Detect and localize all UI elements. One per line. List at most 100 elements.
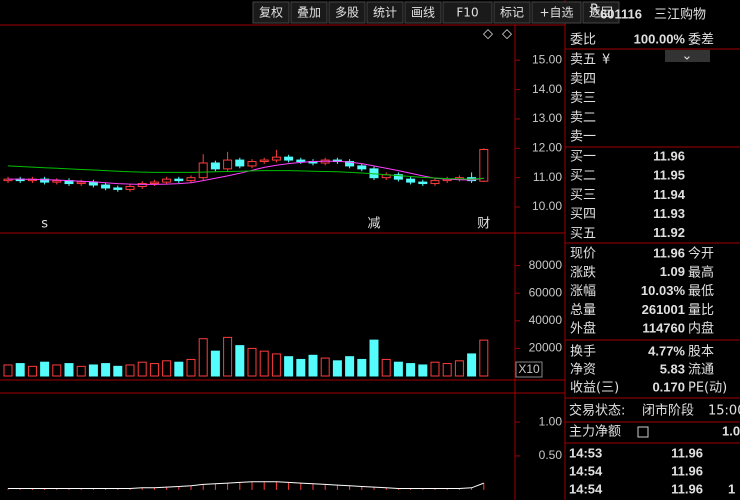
- quote-value: 11.94: [653, 187, 686, 202]
- status-label: 交易状态:: [569, 403, 625, 419]
- toolbar-button-bg[interactable]: [531, 1, 582, 24]
- y-tick-label: 14.00: [532, 82, 562, 96]
- y-tick-label: 10.00: [532, 199, 562, 213]
- tick-price: 11.96: [671, 445, 703, 460]
- y-tick-label: 60000: [529, 285, 563, 299]
- volume-bar: [357, 358, 367, 377]
- candle-body: [198, 162, 208, 179]
- quote-extra: 股本: [688, 345, 714, 360]
- quote-value: 0.170: [652, 379, 685, 394]
- stock-code: 601116: [600, 6, 642, 21]
- candle-body: [430, 180, 440, 185]
- quote-value: 5.83: [660, 361, 685, 376]
- quote-label: 涨跌: [570, 264, 596, 280]
- volume-bar: [418, 364, 428, 377]
- quote-extra: 量比: [688, 303, 714, 318]
- volume-bar: [406, 363, 416, 377]
- svg-text:⌄: ⌄: [682, 49, 693, 64]
- toolbar-button[interactable]: 画线: [411, 6, 435, 20]
- candle-body: [40, 178, 50, 183]
- quote-extra: PE(动): [688, 381, 727, 396]
- candle-body: [406, 178, 416, 183]
- quote-label: 现价: [570, 247, 596, 262]
- quote-label: 委比: [570, 33, 596, 48]
- main-value: 1.0: [722, 423, 740, 438]
- toolbar-button-bg[interactable]: [252, 1, 290, 24]
- quote-label: 买四: [570, 207, 596, 222]
- tick-time: 14:53: [569, 445, 602, 460]
- volume-bar: [320, 357, 330, 377]
- toolbar-button[interactable]: 多股: [335, 6, 359, 20]
- candle-body: [101, 184, 111, 189]
- candle-body: [210, 162, 220, 170]
- toolbar-button-bg[interactable]: [366, 1, 404, 24]
- quote-extra: 内盘: [688, 321, 714, 337]
- volume-bar: [271, 353, 281, 377]
- quote-value: 10.03%: [641, 283, 686, 298]
- toolbar-button-bg[interactable]: [493, 1, 531, 24]
- volume-bar: [113, 365, 123, 377]
- toolbar-button[interactable]: 标记: [500, 6, 524, 20]
- tick-price: 11.96: [671, 481, 703, 496]
- status-time: 15:00: [708, 404, 740, 419]
- y-tick-label: 12.00: [532, 140, 562, 154]
- volume-bar: [198, 338, 208, 377]
- quote-value: 11.92: [653, 225, 685, 240]
- candle-body: [174, 178, 184, 182]
- quote-label: 涨幅: [570, 284, 596, 299]
- quote-label: 外盘: [570, 321, 596, 337]
- stock-name: 三江购物: [654, 7, 706, 23]
- quote-symbol: ¥: [602, 53, 610, 68]
- toolbar-button-bg[interactable]: [442, 1, 493, 24]
- candle-body: [393, 174, 403, 180]
- toolbar-button-bg[interactable]: [404, 1, 442, 24]
- toolbar-button[interactable]: 统计: [373, 6, 397, 20]
- main-label: 主力净额: [569, 425, 621, 440]
- quote-value: 11.96: [653, 245, 685, 260]
- toolbar-button-bg[interactable]: [290, 1, 328, 24]
- quote-value: 261001: [642, 302, 685, 317]
- quote-label: 卖四: [570, 72, 596, 87]
- candle-body: [235, 159, 245, 167]
- line: [7, 165, 484, 180]
- quote-value: 4.77%: [648, 343, 685, 358]
- volume-bar: [137, 361, 147, 377]
- volume-bar: [162, 360, 172, 377]
- toolbar-button[interactable]: 返回: [589, 6, 613, 20]
- candle-body: [284, 156, 294, 161]
- quote-label: 净资: [570, 363, 596, 378]
- candle-body: [137, 183, 147, 187]
- y-tick-label: 13.00: [532, 111, 562, 125]
- quote-value: 11.93: [653, 206, 685, 221]
- volume-bar: [308, 354, 318, 377]
- volume-bar: [76, 365, 86, 377]
- candle-body: [186, 177, 196, 182]
- quote-extra: 流通: [688, 363, 714, 378]
- volume-bar: [332, 360, 342, 377]
- volume-bar: [247, 347, 257, 377]
- volume-bar: [454, 360, 464, 377]
- toolbar-button[interactable]: F10: [456, 6, 478, 20]
- volume-bar: [15, 363, 25, 377]
- volume-bar: [64, 363, 74, 377]
- candle-body: [223, 159, 233, 170]
- toolbar-button-bg[interactable]: [582, 1, 620, 24]
- volume-bar: [284, 356, 294, 377]
- toolbar-button[interactable]: +自选: [539, 6, 573, 20]
- candle-body: [52, 180, 62, 183]
- volume-bar: [3, 364, 13, 377]
- main-icon: [637, 426, 649, 438]
- y-tick-label: 0.50: [539, 448, 563, 462]
- volume-bar: [430, 361, 440, 377]
- quote-label: 卖五: [570, 53, 596, 68]
- quote-label: 卖三: [570, 91, 596, 106]
- y-tick-label: 20000: [529, 341, 563, 355]
- volume-bar: [40, 361, 50, 377]
- quote-label: 收益(三): [570, 381, 619, 396]
- toolbar-button-bg[interactable]: [328, 1, 366, 24]
- volume-bar: [479, 339, 489, 377]
- toolbar-button[interactable]: 复权: [259, 6, 283, 20]
- stock-mark: R: [590, 3, 599, 18]
- toolbar-button[interactable]: 叠加: [297, 6, 321, 20]
